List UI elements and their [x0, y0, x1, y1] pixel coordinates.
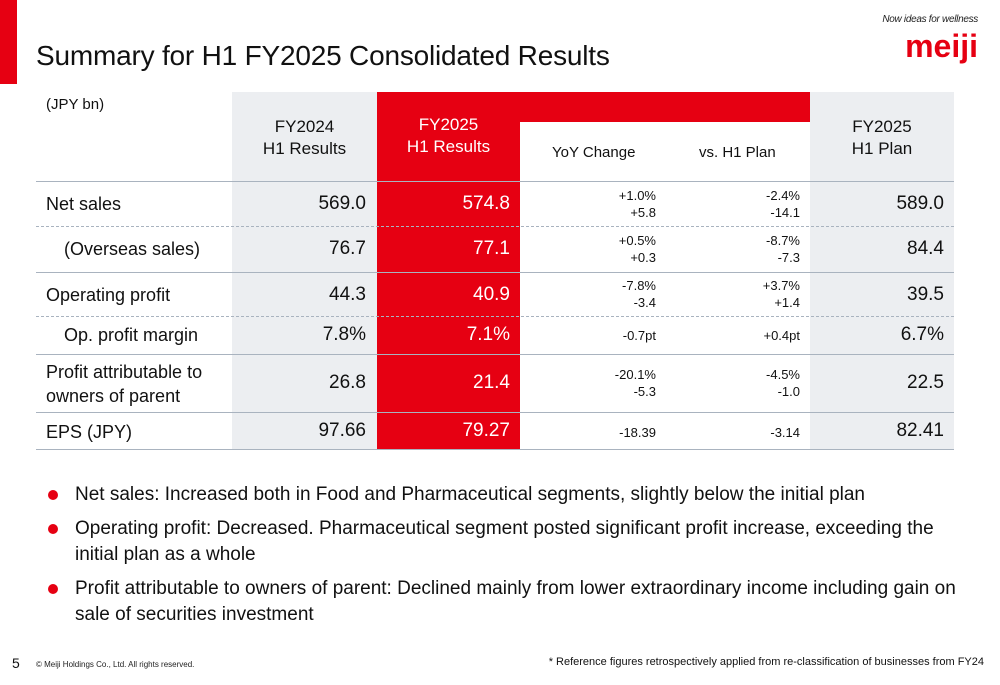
cell-vs-plan: -8.7% -7.3 [766, 233, 800, 265]
cell-plan: 22.5 [907, 372, 944, 393]
bullet-item: Operating profit: Decreased. Pharmaceuti… [48, 516, 958, 568]
header-vs-plan: vs. H1 Plan [699, 144, 776, 161]
cell-fy2025: 79.27 [462, 420, 510, 441]
row-label: (Overseas sales) [64, 239, 201, 259]
cell-plan: 6.7% [900, 324, 944, 345]
row-label: EPS (JPY) [46, 422, 133, 442]
cell-plan: 589.0 [896, 193, 944, 214]
cell-vs-plan: +3.7% +1.4 [762, 278, 800, 310]
header-divider [36, 181, 954, 182]
results-table: (JPY bn) FY2024 H1 Results FY2025 H1 Res… [36, 92, 954, 450]
table-row-operating-profit: Operating profit 44.3 40.9 -7.8% -3.4 +3.… [36, 273, 954, 316]
row-label: Profit attributable to owners of parent [46, 362, 203, 406]
copyright: © Meiji Holdings Co., Ltd. All rights re… [36, 660, 195, 669]
bullet-dot-icon [48, 490, 58, 500]
cell-vs-plan: +0.4pt [763, 328, 800, 343]
row-label: Op. profit margin [64, 325, 199, 345]
plan-column-bg [810, 92, 954, 450]
row-label: Operating profit [46, 285, 171, 305]
table-bottom-border [36, 449, 954, 450]
cell-plan: 84.4 [907, 238, 944, 259]
cell-yoy: -18.39 [619, 425, 656, 440]
cell-yoy: +0.5% +0.3 [618, 233, 656, 265]
cell-yoy: -0.7pt [622, 328, 656, 343]
row-divider [36, 226, 954, 227]
cell-fy2025: 40.9 [473, 284, 510, 305]
footnote: * Reference figures retrospectively appl… [548, 656, 984, 668]
row-divider [36, 354, 954, 355]
header-yoy-change: YoY Change [552, 144, 636, 161]
cell-fy2024: 26.8 [329, 372, 366, 393]
cell-fy2025: 21.4 [473, 372, 510, 393]
cell-plan: 82.41 [896, 420, 944, 441]
cell-yoy: -7.8% -3.4 [622, 278, 656, 310]
fy2025-column-bg [377, 92, 520, 450]
cell-fy2024: 44.3 [329, 284, 366, 305]
cell-fy2024: 76.7 [329, 238, 366, 259]
logo-brand-text: meiji [905, 30, 978, 64]
meiji-logo: Now ideas for wellness meiji [858, 14, 978, 64]
row-divider [36, 412, 954, 413]
cell-plan: 39.5 [907, 284, 944, 305]
row-divider [36, 272, 954, 273]
row-divider [36, 316, 954, 317]
table-row-profit-attributable: Profit attributable to owners of parent 2… [36, 355, 954, 411]
cell-fy2024: 569.0 [318, 193, 366, 214]
logo-tagline: Now ideas for wellness [882, 14, 978, 25]
table-row-net-sales: Net sales 569.0 574.8 +1.0% +5.8 -2.4% -14… [36, 182, 954, 226]
title-accent-bar [0, 0, 17, 84]
summary-bullets: Net sales: Increased both in Food and Ph… [48, 482, 958, 636]
row-label: Net sales [46, 194, 122, 214]
cell-yoy: -20.1% -5.3 [614, 367, 656, 399]
bullet-item: Net sales: Increased both in Food and Ph… [48, 482, 958, 508]
table-row-overseas-sales: (Overseas sales) 76.7 77.1 +0.5% +0.3 -8.… [36, 227, 954, 271]
bullet-item: Profit attributable to owners of parent:… [48, 576, 958, 628]
cell-vs-plan: -4.5% -1.0 [766, 367, 800, 399]
cell-yoy: +1.0% +5.8 [618, 188, 656, 220]
bullet-dot-icon [48, 524, 58, 534]
header-fy2024: FY2024 H1 Results [262, 117, 347, 158]
table-row-eps: EPS (JPY) 97.66 79.27 -18.39 -3.14 82.41 [36, 413, 954, 449]
table-row-op-profit-margin: Op. profit margin 7.8% 7.1% -0.7pt +0.4p… [36, 317, 954, 353]
cell-fy2025: 574.8 [462, 193, 510, 214]
cell-fy2025: 7.1% [466, 324, 510, 345]
bullet-dot-icon [48, 584, 58, 594]
page-title: Summary for H1 FY2025 Consolidated Resul… [36, 40, 610, 71]
fy2024-column-bg [232, 92, 377, 450]
cell-fy2024: 7.8% [322, 324, 366, 345]
unit-label: (JPY bn) [46, 96, 105, 113]
cell-fy2025: 77.1 [473, 238, 510, 259]
cell-vs-plan: -2.4% -14.1 [766, 188, 800, 220]
header-fy2025: FY2025 H1 Results [406, 115, 491, 156]
change-header-band [520, 92, 810, 122]
meiji-wordmark-icon: meiji [905, 30, 978, 64]
page-number: 5 [12, 655, 20, 671]
cell-fy2024: 97.66 [318, 420, 366, 441]
header-plan: FY2025 H1 Plan [851, 117, 913, 158]
cell-vs-plan: -3.14 [770, 425, 800, 440]
